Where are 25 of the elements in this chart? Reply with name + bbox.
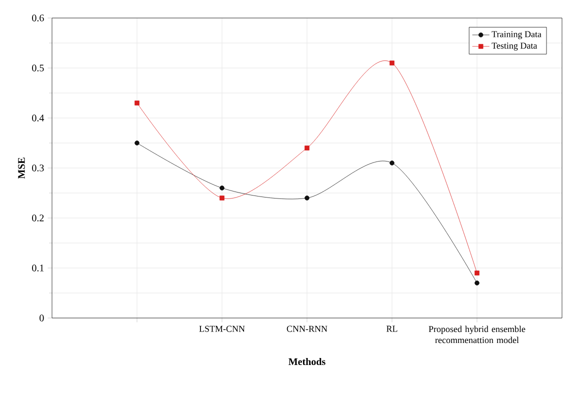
y-tick-label: 0.3	[32, 164, 44, 172]
point	[134, 100, 140, 106]
point	[474, 280, 480, 286]
point	[390, 60, 394, 66]
point	[304, 196, 310, 200]
x-axis-title: Methods	[288, 358, 326, 366]
y-axis-title: MSE	[18, 158, 25, 179]
y-tick-label: 0.5	[32, 64, 44, 72]
point	[220, 186, 224, 190]
y-tick-label: 0.4	[32, 114, 44, 122]
y-tick-label: 0.2	[32, 214, 44, 222]
legend-label: Testing Data	[492, 42, 538, 51]
point	[220, 196, 224, 200]
x-tick-label: LSTM-CNN	[199, 326, 245, 332]
point	[304, 146, 310, 150]
y-tick-label: 0.6	[32, 14, 44, 22]
point	[134, 140, 140, 146]
x-tick-label: CNN-RNN	[286, 326, 328, 332]
point	[390, 160, 394, 166]
x-tick-label: Proposed hybrid ensemble recommenattion model	[428, 326, 526, 344]
y-tick-label: 0	[40, 314, 44, 322]
x-tick-label: RL	[386, 326, 398, 332]
y-tick-label: 0.1	[32, 264, 44, 272]
legend-label: Training Data	[492, 31, 542, 40]
point	[474, 270, 480, 276]
